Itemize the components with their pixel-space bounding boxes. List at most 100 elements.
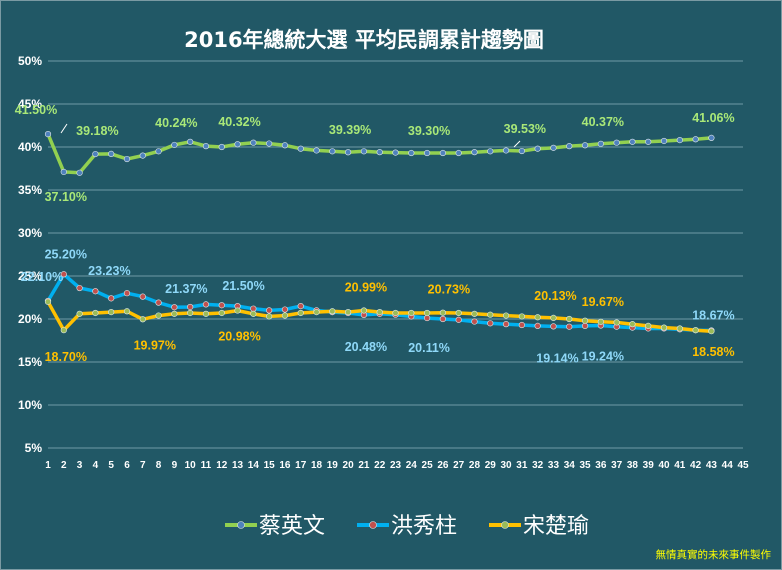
data-label: 25.20% — [45, 247, 87, 261]
x-tick-label: 30 — [501, 460, 513, 471]
data-label: 18.58% — [692, 345, 734, 359]
data-point — [297, 303, 304, 310]
data-label: 18.67% — [692, 308, 734, 322]
data-point — [502, 147, 510, 154]
x-tick-label: 2 — [61, 460, 67, 471]
data-point — [329, 148, 336, 155]
x-tick-label: 1 — [45, 460, 51, 471]
leader-line — [513, 140, 521, 148]
data-point — [708, 328, 715, 335]
data-point — [234, 141, 241, 148]
data-point — [313, 147, 320, 154]
x-tick-label: 10 — [185, 460, 197, 471]
data-point — [376, 309, 383, 316]
data-label: 20.13% — [534, 289, 576, 303]
data-point — [202, 301, 210, 308]
x-tick-label: 34 — [564, 460, 576, 471]
data-point — [566, 143, 573, 150]
x-tick-label: 37 — [611, 460, 623, 471]
data-point — [502, 312, 510, 319]
data-point — [44, 298, 52, 305]
data-label: 20.11% — [408, 341, 450, 355]
series-lines — [44, 131, 715, 335]
data-point — [392, 149, 399, 156]
data-point — [471, 318, 478, 325]
data-point — [518, 321, 525, 329]
data-point — [518, 313, 525, 320]
y-tick-label: 5% — [25, 441, 43, 455]
data-label: 40.37% — [582, 115, 624, 129]
chart-title: 2016年總統大選 平均民調累計趨勢圖 — [184, 28, 544, 52]
data-point — [645, 322, 652, 329]
data-point — [629, 138, 636, 145]
x-tick-label: 9 — [172, 460, 178, 471]
x-tick-label: 3 — [77, 460, 83, 471]
data-point — [534, 314, 541, 321]
data-point — [76, 169, 83, 176]
data-label: 37.10% — [45, 190, 87, 204]
x-tick-label: 12 — [216, 460, 228, 471]
x-tick-label: 21 — [358, 460, 370, 471]
data-point — [218, 302, 225, 309]
data-point — [92, 150, 99, 158]
data-point — [502, 321, 510, 328]
data-point — [660, 324, 668, 331]
data-point — [60, 271, 67, 278]
y-tick-label: 50% — [18, 54, 42, 68]
legend-label-2: 洪秀柱 — [391, 514, 457, 539]
data-point — [692, 327, 699, 334]
data-point — [471, 310, 478, 317]
x-tick-label: 38 — [627, 460, 639, 471]
x-tick-label: 28 — [469, 460, 481, 471]
data-point — [439, 315, 446, 323]
data-point — [187, 138, 194, 145]
data-point — [218, 309, 225, 317]
data-label: 19.67% — [582, 295, 624, 309]
x-tick-label: 11 — [201, 460, 212, 471]
data-point — [187, 309, 194, 317]
data-point — [408, 309, 415, 317]
data-point — [550, 144, 557, 151]
data-point — [123, 290, 131, 297]
data-label: 39.53% — [504, 122, 546, 136]
data-point — [597, 140, 604, 147]
data-label: 22.10% — [21, 270, 63, 284]
data-point — [60, 327, 67, 334]
data-point — [187, 303, 194, 311]
data-point — [692, 136, 699, 143]
data-point — [613, 319, 620, 326]
x-tick-label: 17 — [295, 460, 307, 471]
data-point — [76, 284, 83, 292]
data-point — [613, 139, 620, 146]
data-point — [266, 307, 273, 314]
x-tick-label: 32 — [532, 460, 544, 471]
data-point — [345, 149, 352, 156]
x-tick-label: 19 — [327, 460, 339, 471]
x-tick-label: 5 — [108, 460, 114, 471]
data-point — [313, 309, 320, 316]
x-tick-label: 33 — [548, 460, 560, 471]
data-label: 18.70% — [45, 350, 87, 364]
data-point — [439, 149, 446, 157]
leader-line — [60, 123, 68, 134]
legend-marker — [369, 521, 377, 529]
data-label: 23.23% — [88, 264, 130, 278]
data-point — [534, 322, 541, 329]
legend-marker — [501, 521, 509, 529]
data-point — [202, 310, 210, 317]
data-point — [171, 310, 178, 317]
x-tick-label: 41 — [674, 460, 686, 471]
data-label: 19.14% — [536, 351, 578, 365]
x-tick-label: 45 — [737, 460, 749, 471]
data-label: 20.99% — [345, 280, 387, 294]
data-point — [266, 140, 273, 147]
data-labels: 41.50% 37.10% 39.18% 40.24% 40.32% 39.39% 39.3… — [15, 103, 735, 365]
x-tick-label: 26 — [437, 460, 449, 471]
data-point — [645, 138, 652, 145]
data-point — [139, 293, 146, 300]
data-label: 40.24% — [155, 116, 197, 130]
data-label: 19.24% — [582, 350, 624, 364]
y-tick-label: 40% — [18, 140, 42, 154]
data-label: 41.06% — [692, 111, 734, 125]
